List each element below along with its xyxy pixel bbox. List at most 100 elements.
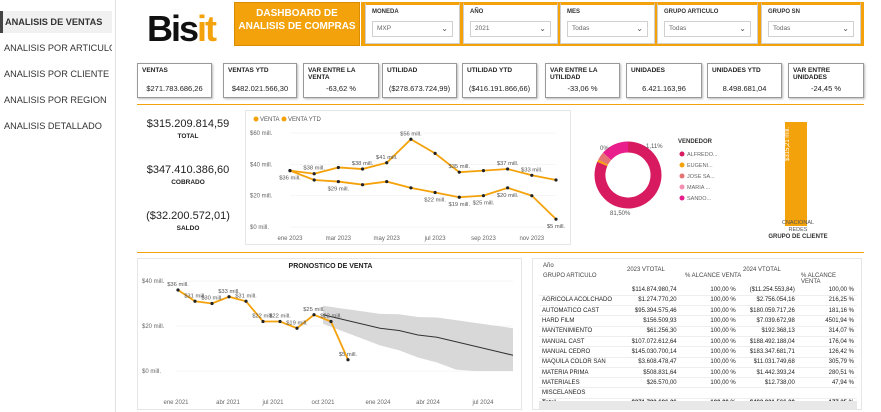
vendedor-donut: VENDEDOR 0% 1,11% 81,50% ALFREDO... EUGENI..…	[594, 139, 718, 217]
series-line-venta	[289, 138, 557, 181]
table-body: $114.874.980,74 100,00 % ($11.254.553,84) 1…	[539, 285, 857, 409]
data-point	[261, 319, 265, 324]
donut-slice	[597, 159, 609, 167]
table-cell: 4501,94 %	[797, 315, 857, 327]
table-row[interactable]: MAQUILA COLOR SAN $3.608.478,47 100,00 % $1…	[539, 357, 857, 368]
table-cell: MISCELANEOS	[539, 387, 621, 399]
chevron-down-icon: ⌄	[636, 24, 643, 33]
filter-anio-select[interactable]: 2021 ⌄	[470, 21, 551, 37]
legend-ytd-label: VENTA YTD	[288, 117, 321, 123]
data-point	[278, 319, 282, 324]
y-tick-label: $0 mill.	[250, 225, 269, 231]
kpi-label: VAR ENTRE UNIDADES	[793, 67, 831, 81]
data-point	[244, 299, 248, 303]
table-cell: MATERIA PRIMA	[539, 367, 621, 379]
divider-top	[137, 104, 864, 105]
y-tick-label: $40 mill.	[142, 279, 165, 285]
kpi-value: ($416.191.866,66)	[468, 84, 531, 93]
kpi-label: VENTAS	[142, 67, 168, 74]
data-point	[227, 295, 231, 299]
kpi-unidades: UNIDADES 6.421.163,96	[626, 63, 702, 98]
chevron-down-icon: ⌄	[539, 24, 546, 33]
cobrado-block: $347.410.386,60 COBRADO	[140, 164, 236, 186]
table-row[interactable]: MATERIA PRIMA $508.831,64 100,00 % $1.442.3…	[539, 367, 857, 379]
data-point	[288, 169, 292, 173]
table-row[interactable]: MANTENIMIENTO $61.256,30 100,00 % $192.368,…	[539, 326, 857, 337]
table-row[interactable]: AGRICOLA ACOLCHADO $1.274.770,20 100,00 % $…	[539, 295, 857, 307]
kpi-value: -33,06 %	[567, 84, 598, 93]
kpi-var-venta: VAR ENTRE LA VENTA -63,62 %	[303, 63, 379, 98]
dashboard-title: DASHBOARD DE ANALISIS DE COMPRAS	[234, 2, 360, 46]
table-cell: $12.738,00	[738, 377, 798, 389]
donut-slice	[598, 152, 612, 165]
table-cell: 181,16 %	[797, 305, 857, 317]
table-scrollbar[interactable]	[539, 401, 857, 409]
table-cell: $11.031.749,68	[738, 357, 798, 368]
table-cell: $26.570,00	[620, 377, 680, 389]
chevron-down-icon: ⌄	[739, 24, 746, 33]
filter-anio-label: AÑO	[470, 9, 484, 15]
bar-cnacional[interactable]	[785, 122, 807, 226]
pronostico-chart: PRONOSTICO DE VENTA $40 mill. $20 mill. $0…	[137, 258, 522, 410]
data-label: $37 mill.	[497, 161, 519, 167]
kpi-label: UTILIDAD	[387, 67, 418, 74]
data-point	[312, 178, 316, 182]
data-label: $19 mill.	[286, 320, 308, 326]
data-label: $22 mill.	[320, 314, 342, 320]
cobrado-value: $347.410.386,60	[146, 164, 230, 176]
sidebar-item-region[interactable]: ANALISIS POR REGION	[4, 95, 107, 105]
bar-data-label: $315,21 mill.	[785, 126, 791, 162]
table-cell: 216,25 %	[797, 295, 857, 307]
data-point	[457, 195, 461, 199]
table-row[interactable]: HARD FILM $156.509,93 100,00 % $7.039.672,9…	[539, 315, 857, 327]
table-cell: MAQUILA COLOR SAN	[539, 357, 621, 368]
table-row[interactable]: MANUAL CAST $107.072.612,64 100,00 % $188.4…	[539, 336, 857, 348]
table-row[interactable]: $114.874.980,74 100,00 % ($11.254.553,84) 1…	[539, 285, 857, 296]
filter-grupo-sn-select[interactable]: Todas ⌄	[768, 21, 854, 37]
donut-legend-title: VENDEDOR	[678, 139, 713, 145]
x-tick-label: sep 2023	[471, 236, 496, 242]
grupo-cliente-bar-panel: $315,21 mill. CNACIONAL REDES GRUPO DE C…	[755, 110, 865, 245]
bar-category-redes: REDES	[788, 227, 808, 233]
data-point	[210, 301, 214, 306]
table-cell: 100,00 %	[679, 285, 739, 296]
table-row[interactable]: MISCELANEOS	[539, 387, 857, 399]
header-anio: Año	[543, 263, 554, 269]
filter-grupo-articulo-select[interactable]: Todas ⌄	[664, 21, 751, 37]
data-label: $36 mill.	[279, 176, 301, 182]
legend-marker	[679, 151, 685, 157]
donut-slice	[603, 141, 629, 161]
sidebar: ANALISIS DE VENTAS ANALISIS POR ARTICULO…	[0, 0, 116, 412]
filter-moneda-select[interactable]: MXP ⌄	[372, 21, 453, 37]
divider-middle	[137, 252, 864, 253]
data-point	[295, 326, 299, 330]
table-cell: 100,00 %	[797, 285, 857, 296]
table-cell: 100,00 %	[679, 357, 739, 368]
table-cell: $3.608.478,47	[620, 357, 680, 368]
data-label: $38 mill.	[303, 166, 325, 172]
table-row[interactable]: MATERIALES $26.570,00 100,00 % $12.738,00 47…	[539, 377, 857, 389]
data-point	[336, 179, 340, 184]
series-line-ytd	[289, 169, 557, 220]
data-label: $5 mill.	[339, 352, 358, 358]
table-row[interactable]: AUTOMATICO CAST $95.394.575,46 100,00 % $18…	[539, 305, 857, 317]
sidebar-item-detallado[interactable]: ANALISIS DETALLADO	[4, 121, 102, 131]
y-tick-label: $40 mill.	[250, 162, 273, 168]
table-cell: $183.347.681,71	[738, 346, 798, 358]
table-cell: 100,00 %	[679, 305, 739, 317]
ventas-line-svg: VENTA VENTA YTD $60 mill. $40 mill. $20 mi…	[250, 116, 566, 242]
data-label: $31 mill.	[235, 293, 257, 299]
sidebar-item-articulo[interactable]: ANALISIS POR ARTICULO	[4, 43, 112, 53]
filter-grupo-articulo: GRUPO ARTICULO Todas ⌄	[657, 2, 758, 44]
sidebar-item-ventas[interactable]: ANALISIS DE VENTAS	[0, 11, 112, 33]
sidebar-item-cliente[interactable]: ANALISIS POR CLIENTE ...	[4, 69, 112, 79]
legend-marker	[679, 162, 685, 168]
data-point	[329, 319, 333, 324]
x-tick-label: nov 2023	[519, 236, 544, 242]
filter-mes-select[interactable]: Todas ⌄	[567, 21, 648, 37]
data-label: $29 mill.	[328, 187, 350, 193]
data-point	[457, 170, 461, 174]
table-row[interactable]: MANUAL CEDRO $145.030.700,14 100,00 % $183.…	[539, 346, 857, 358]
donut-data-label: 0%	[600, 146, 609, 152]
